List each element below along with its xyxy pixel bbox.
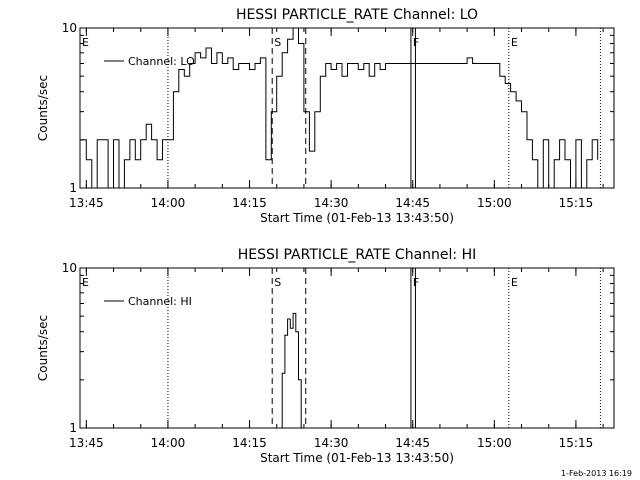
x-tick-label: 15:15 — [559, 196, 594, 210]
data-series-line — [279, 312, 302, 429]
y-axis-label: Counts/sec — [36, 75, 50, 141]
panel-hi: HESSI PARTICLE_RATE Channel: HI 1 10 Counts… — [36, 247, 615, 465]
x-tick-label: 15:15 — [559, 436, 594, 450]
chart-title: HESSI PARTICLE_RATE Channel: LO — [236, 7, 478, 23]
y-tick-label: 10 — [62, 21, 77, 35]
y-tick-label: 1 — [69, 181, 77, 195]
x-tick-label: 14:00 — [151, 436, 186, 450]
x-tick-label: 13:45 — [69, 196, 104, 210]
x-tick-label: 14:45 — [395, 436, 430, 450]
plot-frame — [79, 267, 615, 429]
x-tick-label: 14:15 — [232, 436, 267, 450]
x-tick-label: 14:00 — [151, 196, 186, 210]
x-tick-label: 14:15 — [232, 196, 267, 210]
chart-title: HESSI PARTICLE_RATE Channel: HI — [238, 247, 476, 263]
marker-label: E — [511, 36, 518, 49]
timestamp-label: 1-Feb-2013 16:19 — [561, 469, 632, 478]
marker-label: F — [413, 276, 419, 289]
x-axis-label: Start Time (01-Feb-13 13:43:50) — [260, 211, 454, 225]
marker-label: S — [274, 36, 281, 49]
marker-label: E — [82, 36, 89, 49]
x-tick-label: 14:45 — [395, 196, 430, 210]
plot-frame — [79, 27, 615, 189]
y-tick-label: 10 — [62, 261, 77, 275]
panel-lo: HESSI PARTICLE_RATE Channel: LO 1 10 Counts… — [36, 7, 615, 225]
x-tick-label: 14:30 — [314, 436, 349, 450]
y-tick-label: 1 — [69, 421, 77, 435]
marker-label: E — [82, 276, 89, 289]
marker-label: F — [413, 36, 419, 49]
marker-label: E — [511, 276, 518, 289]
x-tick-label: 13:45 — [69, 436, 104, 450]
data-series-line — [80, 27, 599, 189]
legend-label: Channel: LO — [128, 55, 195, 68]
x-tick-label: 14:30 — [314, 196, 349, 210]
marker-label: S — [274, 276, 281, 289]
x-tick-label: 15:00 — [477, 436, 512, 450]
x-tick-label: 15:00 — [477, 196, 512, 210]
y-axis-label: Counts/sec — [36, 315, 50, 381]
x-axis-label: Start Time (01-Feb-13 13:43:50) — [260, 451, 454, 465]
legend-label: Channel: HI — [128, 295, 192, 308]
